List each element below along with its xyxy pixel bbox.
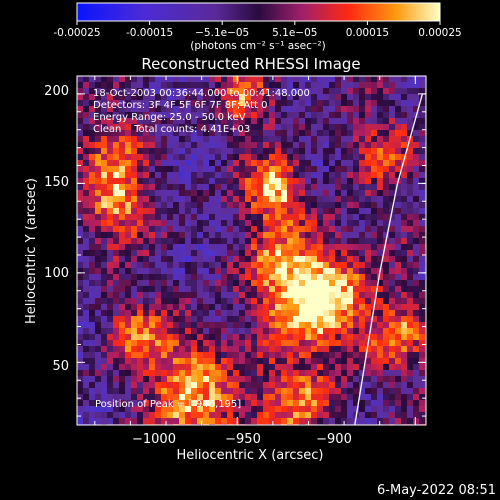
peak-position-label: Position of Peak = [-946,195]	[95, 399, 241, 410]
colorbar-tick-label-1: -0.00025	[53, 27, 100, 39]
x-tick-label-1000: −1000	[132, 432, 176, 447]
colorbar-tick-label-6: 0.00025	[418, 27, 461, 39]
limb-line	[354, 93, 424, 426]
y-axis-label: Heliocentric Y (arcsec)	[24, 178, 39, 324]
y-tick-label-150: 150	[44, 175, 69, 190]
colorbar-tick-label-3: −5.1e−05	[195, 27, 249, 39]
y-tick-label-50: 50	[52, 359, 69, 374]
info-detectors: Detectors: 3F 4F 5F 6F 7F 8F; Att 0	[93, 100, 268, 111]
colorbar	[76, 2, 441, 22]
info-energy-range: Energy Range: 25.0 - 50.0 keV	[93, 112, 246, 123]
colorbar-ticks	[76, 21, 441, 25]
footer-timestamp: 6-May-2022 08:51	[377, 483, 496, 498]
axis-ticks	[77, 75, 426, 425]
y-tick-label-100: 100	[44, 266, 69, 281]
info-time-range: 18-Oct-2003 00:36:44.000 to 00:41:48.000	[93, 88, 310, 99]
x-axis-label: Heliocentric X (arcsec)	[177, 448, 324, 463]
chart-title: Reconstructed RHESSI Image	[141, 55, 360, 73]
plot-frame	[76, 75, 427, 426]
colorbar-tick-label-2: -0.00015	[126, 27, 173, 39]
x-tick-label-900: −900	[316, 432, 352, 447]
colorbar-tick-label-4: 5.1e−05	[272, 27, 317, 39]
info-clean-counts: Clean Total counts: 4.41E+03	[93, 124, 250, 135]
colorbar-tick-label-5: 0.00015	[346, 27, 389, 39]
colorbar-unit-label: (photons cm⁻² s⁻¹ asec⁻²)	[190, 40, 325, 52]
x-tick-label-950: −950	[225, 432, 261, 447]
y-tick-label-200: 200	[44, 84, 69, 99]
